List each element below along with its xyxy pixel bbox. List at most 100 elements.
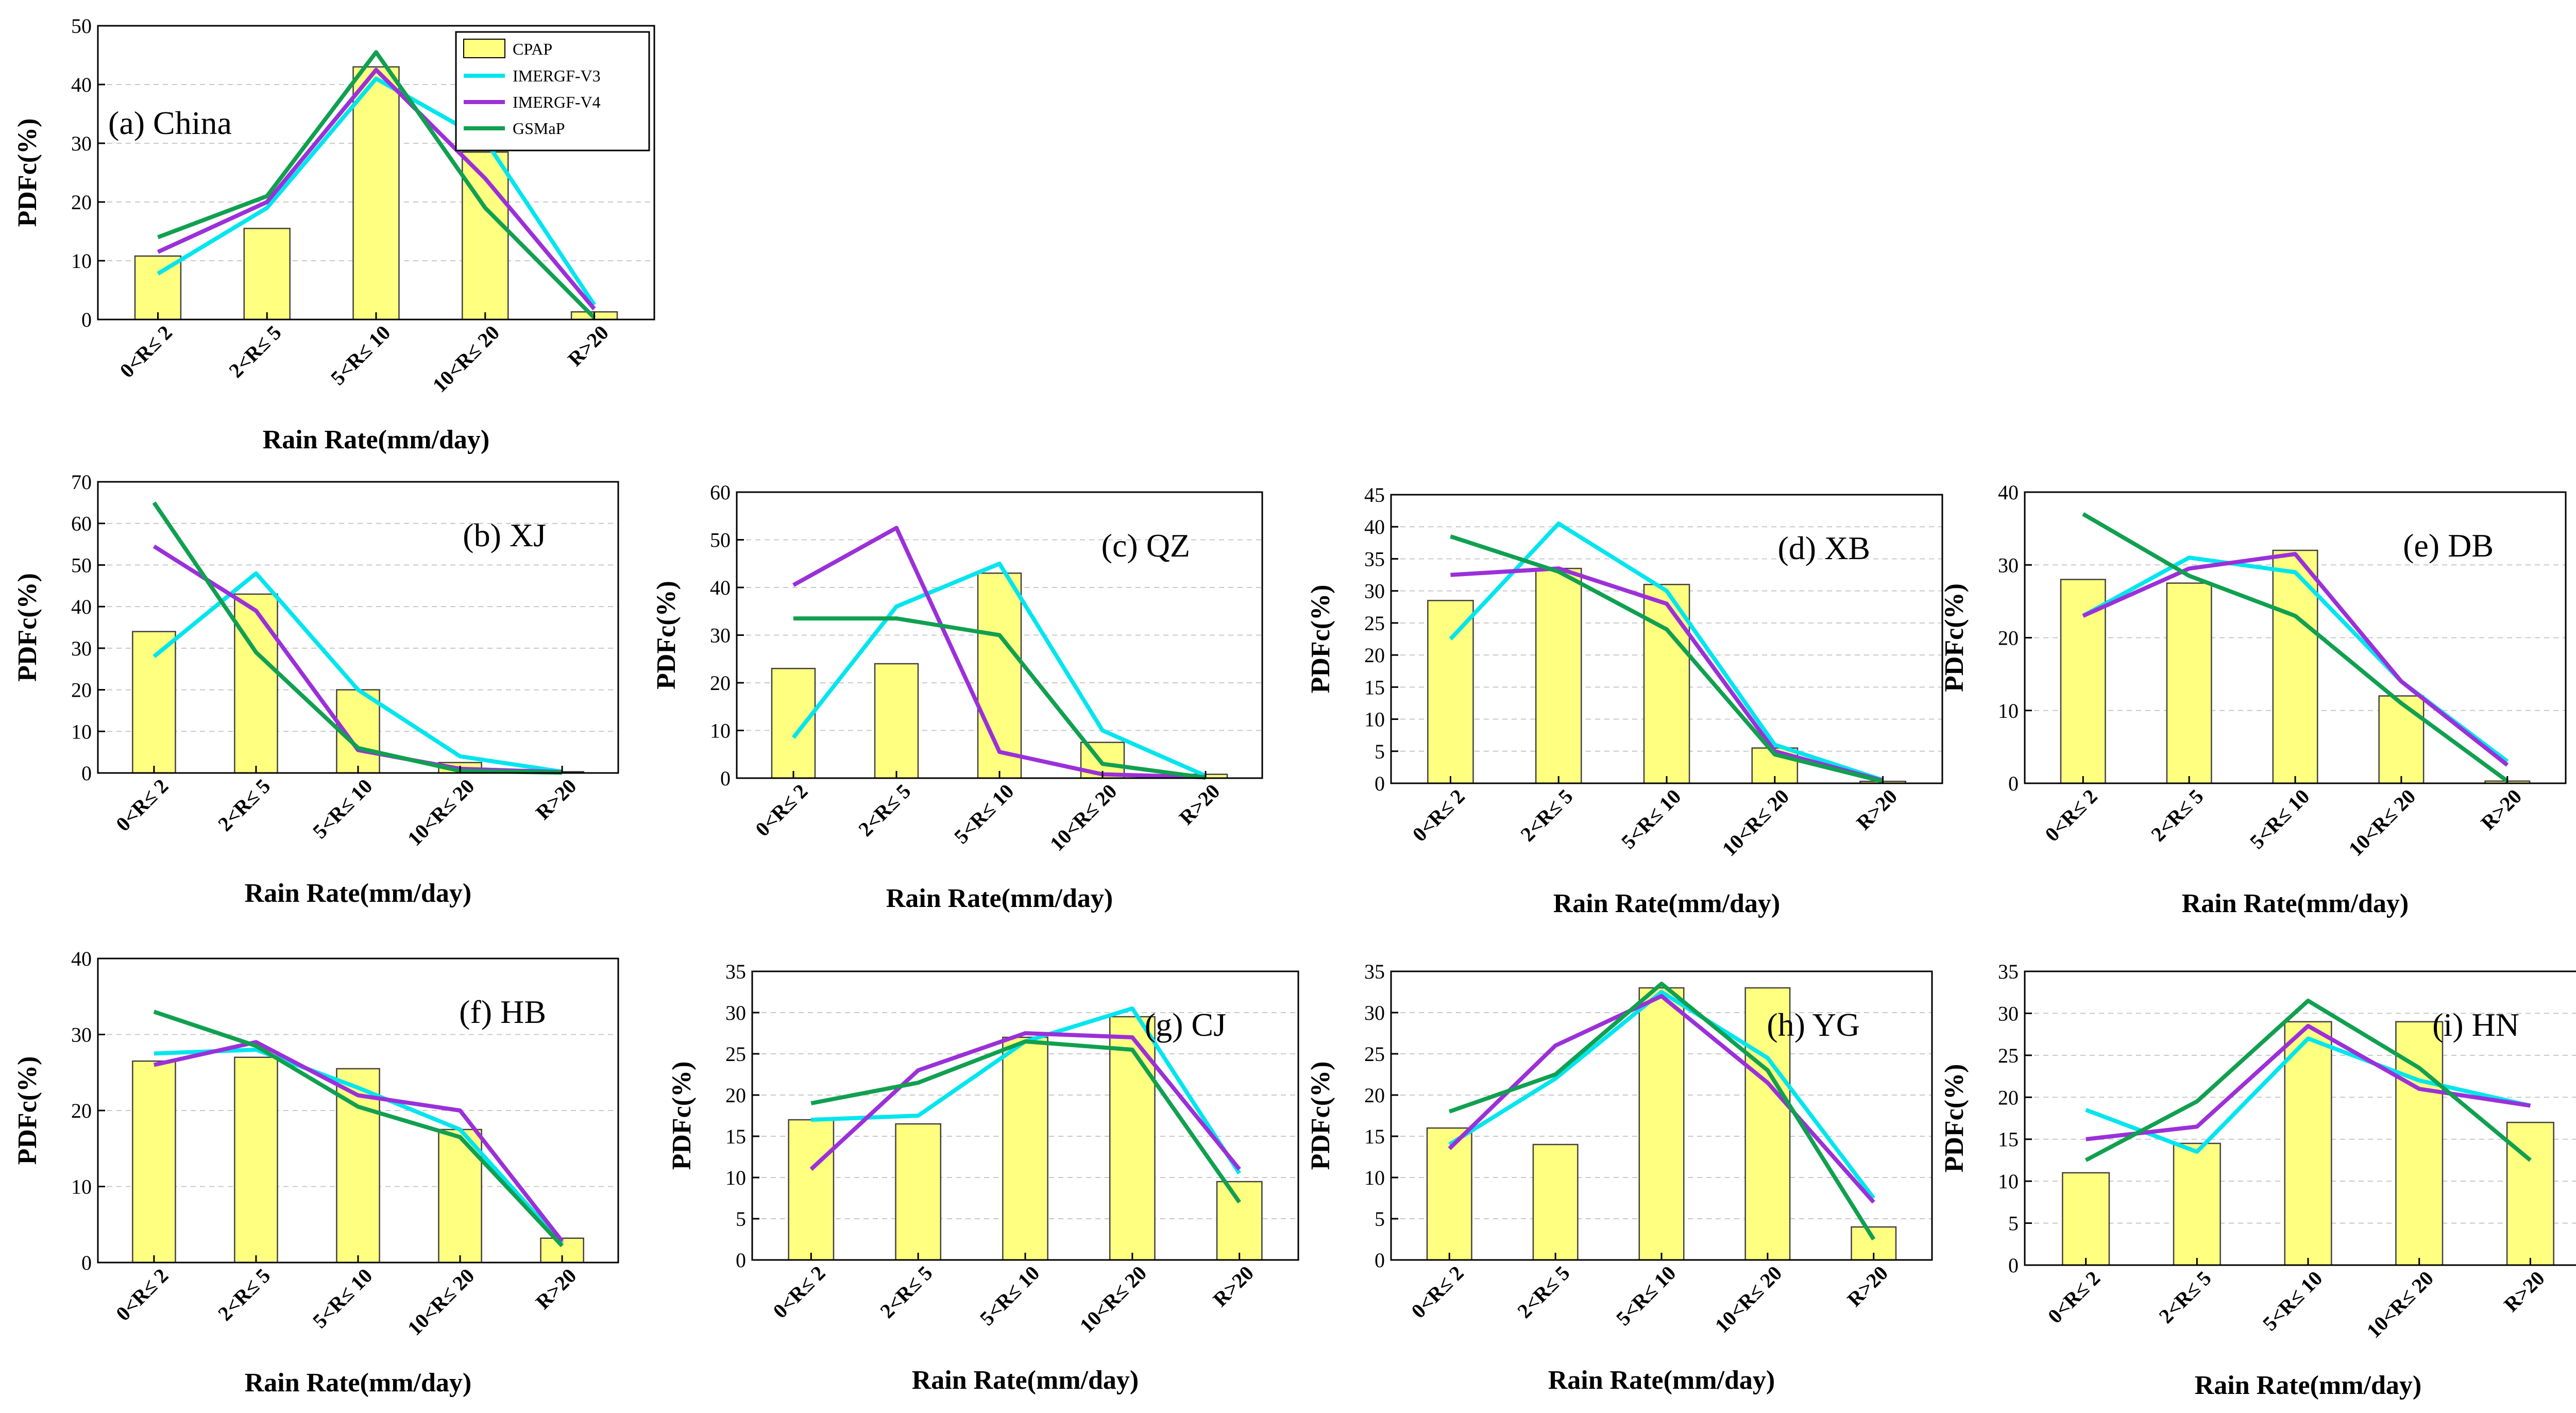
y-tick-label: 40 [71,73,92,96]
y-tick-label: 25 [725,1042,746,1066]
y-tick-label: 5 [2008,1212,2019,1235]
y-tick-label: 50 [710,529,731,552]
y-tick-label: 10 [71,720,92,743]
bar-cpap [2173,1142,2221,1266]
y-tick-label: 40 [1364,515,1385,539]
x-tick-label: 0<R≤ 2 [111,1264,173,1325]
x-tick-label: R>20 [2499,1267,2549,1317]
bar-cpap [132,1060,176,1264]
x-tick-label: R>20 [531,775,581,825]
x-tick-label: 2<R≤ 5 [1516,785,1577,846]
x-tick-label: 5<R≤ 10 [308,1264,377,1333]
y-tick-label: 20 [71,1099,92,1122]
y-tick-label: 20 [1364,1084,1385,1107]
x-tick-label: 10<R≤ 20 [1045,780,1122,856]
y-tick-label: 30 [1998,553,2019,577]
bar-cpap [2062,1172,2110,1266]
y-axis-label: PDFc(%) [652,581,681,689]
legend-swatch-cpap [463,39,505,58]
x-tick-label: 0<R≤ 2 [1408,785,1469,846]
bar-cpap [1643,583,1690,784]
series-line-imergf-v3 [157,76,596,306]
x-tick-label: R>20 [2476,785,2526,835]
y-tick-label: 40 [1998,481,2019,504]
x-tick-label: 5<R≤ 10 [326,321,395,390]
series-line-imergf-v4 [809,1031,1241,1171]
x-tick-label: R>20 [1175,780,1225,830]
bar-cpap [1426,1127,1472,1261]
bar-cpap [2272,549,2318,784]
panel-title: (e) DB [2403,527,2494,564]
bar-cpap [2166,582,2212,784]
y-axis-label: PDFc(%) [1940,583,1969,692]
bar-cpap [2395,1021,2444,1266]
y-tick-label: 0 [1375,1249,1385,1272]
x-tick-label: 0<R≤ 2 [2040,785,2102,846]
x-axis-label: Rain Rate(mm/day) [2182,889,2409,918]
x-tick-label: 10<R≤ 20 [428,321,504,397]
series-line-imergf-v4 [154,1040,564,1243]
y-tick-label: 25 [1998,1044,2019,1067]
bar-cpap [1002,1036,1048,1261]
x-tick-label: 2<R≤ 5 [213,1264,275,1325]
panel-title: (a) China [108,105,232,141]
y-axis-label: PDFc(%) [667,1062,697,1170]
y-tick-label: 35 [725,960,746,983]
y-tick-label: 50 [71,14,92,38]
x-tick-label: R>20 [1852,785,1902,835]
y-tick-label: 10 [71,1175,92,1199]
y-tick-label: 0 [1375,772,1385,795]
panel-title: (g) CJ [1145,1006,1226,1043]
x-tick-label: 0<R≤ 2 [111,775,173,836]
y-tick-label: 15 [1364,1125,1385,1148]
series-line-gsmap [2084,999,2532,1162]
bar-cpap [1532,1143,1579,1261]
legend-label-imergf-v4: IMERGF-V4 [513,93,601,111]
x-tick-label: 10<R≤ 20 [2344,785,2420,861]
bar-cpap [788,1119,835,1261]
x-tick-label: R>20 [531,1264,581,1314]
series-line-gsmap [1448,982,1876,1241]
series-line-imergf-v4 [2086,1023,2531,1141]
y-tick-label: 30 [71,1023,92,1047]
y-tick-label: 0 [720,767,731,790]
y-axis-label: PDFc(%) [13,119,42,227]
x-tick-label: R>20 [563,321,613,371]
x-axis-label: Rain Rate(mm/day) [1553,889,1781,918]
x-tick-label: 2<R≤ 5 [875,1261,937,1323]
y-tick-label: 30 [710,624,731,647]
y-axis-label: PDFc(%) [13,1056,42,1165]
y-tick-label: 20 [1998,627,2019,650]
y-tick-label: 35 [1364,547,1385,570]
y-tick-label: 30 [71,637,92,660]
bar-cpap [2506,1121,2554,1266]
bar-cpap [2284,1021,2332,1266]
panel-title: (b) XJ [463,517,546,553]
series-line-gsmap [157,50,596,319]
y-tick-label: 0 [81,762,92,785]
x-tick-label: R>20 [1842,1261,1892,1311]
panel-9: 0 5 10 15 20 25 30 35 0<R≤ 2 2<R≤ 5 5<R≤ 10 10<R≤ 2… [1940,960,2576,1400]
series-line-gsmap [810,1039,1241,1204]
x-tick-label: 0<R≤ 2 [115,321,177,382]
legend-label-imergf-v3: IMERGF-V3 [513,66,601,85]
x-axis-label: Rain Rate(mm/day) [886,884,1113,913]
y-axis-label: PDFc(%) [1940,1064,1969,1173]
series-line-gsmap [152,501,563,775]
x-axis-label: Rain Rate(mm/day) [263,425,490,455]
series-line-gsmap [793,616,1206,780]
x-tick-label: 5<R≤ 10 [2258,1267,2327,1335]
y-tick-label: 10 [1364,1166,1385,1189]
series-line-gsmap [153,1010,564,1248]
y-tick-label: 40 [71,595,92,618]
series-line-imergf-v3 [2085,1036,2531,1154]
x-tick-label: 5<R≤ 10 [950,780,1018,848]
y-tick-label: 30 [1364,1001,1385,1024]
y-tick-label: 10 [710,719,731,743]
legend: CPAP IMERGF-V3 IMERGF-V4 GSMaP [455,31,650,152]
x-tick-label: 0<R≤ 2 [751,780,812,841]
x-axis-label: Rain Rate(mm/day) [2195,1371,2422,1400]
x-tick-label: 5<R≤ 10 [1612,1261,1680,1330]
y-tick-label: 60 [71,512,92,535]
x-tick-label: 0<R≤ 2 [1406,1261,1468,1323]
